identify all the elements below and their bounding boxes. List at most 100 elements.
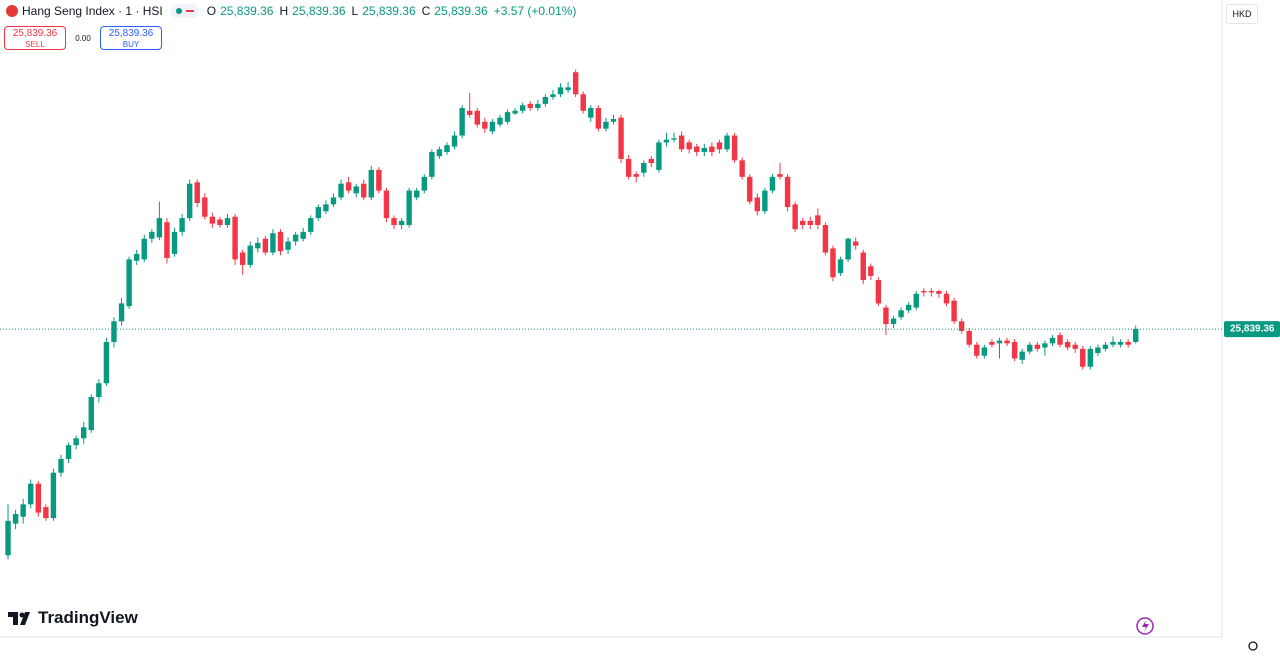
candle-body (580, 94, 586, 111)
buy-button[interactable]: 25,839.36 BUY (100, 26, 162, 50)
candle-body (345, 182, 352, 191)
candle-body (656, 142, 662, 170)
candle-body (875, 280, 882, 304)
candle-body (179, 218, 185, 232)
candle-body (1110, 341, 1116, 345)
candle-body (247, 245, 253, 265)
candle-body (103, 341, 110, 384)
logo-text: TradingView (38, 608, 138, 627)
candle-body (989, 341, 995, 345)
candle-body (815, 215, 821, 225)
candle-body (1019, 351, 1025, 360)
candle-body (951, 300, 957, 322)
candle-body (217, 219, 223, 225)
candle-body (966, 330, 972, 345)
candle-body (12, 513, 19, 524)
candle-body (209, 216, 216, 224)
candle-body (65, 445, 72, 459)
candle-body (330, 197, 337, 205)
buy-price: 25,839.36 (108, 28, 154, 39)
lightning-icon[interactable] (1136, 617, 1154, 635)
symbol-name[interactable]: Hang Seng Index · 1 · HSI (22, 4, 163, 18)
candle-body (913, 293, 919, 308)
candle-body (1080, 348, 1086, 367)
candle-body (255, 242, 261, 249)
currency-button[interactable]: HKD (1226, 4, 1258, 24)
candle-body (368, 169, 375, 198)
ohlc-label: H (279, 4, 289, 18)
candle-body (262, 238, 269, 253)
ohlc-label: C (421, 4, 431, 18)
candle-body (497, 117, 503, 125)
candle-body (595, 108, 602, 129)
sell-button[interactable]: 25,839.36 SELL (4, 26, 66, 50)
candle-body (285, 241, 291, 250)
candle-body (1034, 344, 1041, 349)
candle-body (694, 146, 700, 153)
candle-body (512, 110, 518, 114)
ohlc-value: 25,839.36 (362, 4, 416, 18)
candle-body (641, 163, 647, 173)
candle-body (1042, 343, 1048, 348)
candle-body (958, 321, 965, 331)
logo: TradingView (8, 608, 138, 628)
candle-body (1102, 344, 1109, 349)
spread: 0.00 (75, 33, 91, 43)
candle-body (1133, 329, 1139, 342)
candle-body (739, 160, 745, 177)
change: +3.57 (+0.01%) (493, 4, 577, 18)
candle-body (822, 224, 829, 253)
candle-body (807, 220, 813, 225)
candle-body (981, 347, 988, 356)
candle-body (542, 97, 549, 104)
candle-body (974, 344, 980, 356)
candle-body (603, 121, 609, 129)
candle-body (535, 103, 541, 109)
candle-body (724, 135, 730, 150)
candle-body (451, 135, 458, 147)
lightning-bolt (1142, 620, 1149, 632)
candle-body (164, 222, 170, 259)
candle-body (194, 182, 200, 203)
candle-body (837, 259, 844, 274)
candle-body (936, 291, 942, 294)
candle-body (527, 103, 533, 109)
candle-body (444, 145, 450, 153)
candle-body (1087, 348, 1094, 367)
ohlc-label: L (351, 4, 359, 18)
candle-body (1057, 335, 1063, 345)
candle-body (633, 174, 639, 177)
candle-body (928, 291, 935, 293)
candle-body (800, 220, 806, 225)
ohlc-label: O (206, 4, 217, 18)
ohlc-value: 25,839.36 (434, 4, 488, 18)
candle-body (43, 507, 49, 519)
candle-body (905, 304, 912, 311)
candle-body (429, 152, 435, 177)
settings-icon[interactable] (1248, 641, 1258, 651)
candle-body (149, 231, 155, 239)
candle-body (28, 483, 34, 505)
candle-body (315, 207, 322, 219)
candle-body (883, 307, 889, 325)
candle-body (466, 110, 473, 115)
candle-body (58, 458, 64, 473)
candle-body (459, 108, 465, 136)
candle-body (141, 238, 147, 260)
candle-body (731, 135, 738, 161)
candle-body (943, 293, 950, 304)
ohlc-value: 25,839.36 (220, 4, 274, 18)
candle-body (754, 197, 760, 212)
candle-body (421, 176, 427, 191)
candle-body (716, 142, 723, 150)
last-price-tag (1224, 321, 1280, 338)
candle-body (300, 231, 306, 239)
candle-body (678, 135, 685, 150)
candle-body (270, 233, 276, 253)
candle-body (830, 248, 836, 278)
candle-body (323, 204, 329, 212)
candle-body (186, 183, 193, 219)
candle-body (361, 183, 367, 198)
candle-body (550, 94, 556, 98)
